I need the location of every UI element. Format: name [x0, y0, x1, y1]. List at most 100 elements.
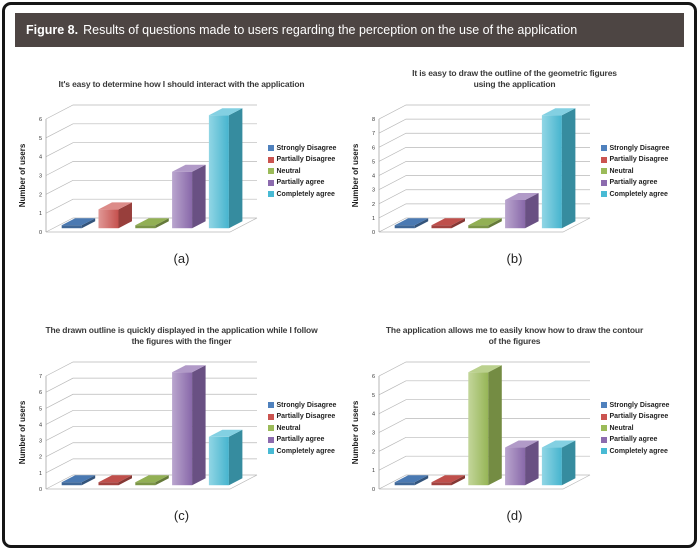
y-tick-label: 0 [38, 487, 41, 493]
bar-partially-agree [504, 192, 539, 229]
chart-a-caption: (a) [173, 251, 190, 266]
legend-label: Completely agree [276, 447, 335, 455]
y-tick-label: 2 [371, 449, 374, 455]
bar-neutral [134, 218, 169, 229]
legend-item-completely-agree: Completely agree [600, 447, 681, 455]
charts-grid: It's easy to determine how I should inte… [5, 47, 694, 523]
chart-c-caption: (c) [173, 508, 190, 523]
legend-label: Completely agree [609, 447, 668, 455]
legend-label: Partially agree [276, 179, 325, 186]
chart-a-legend: Strongly Disagree Partially Disagree Neutr… [267, 145, 348, 198]
legend-item-partially-disagree: Partially Disagree [600, 156, 681, 163]
bar-partially-disagree [97, 202, 132, 229]
legend-item-partially-agree: Partially agree [600, 436, 681, 443]
legend-label: Strongly Disagree [276, 401, 337, 409]
bar-partially-agree [504, 440, 539, 486]
gridlines [378, 104, 590, 233]
legend-swatch-partially-disagree [267, 413, 274, 420]
y-tick-label: 5 [38, 136, 41, 142]
legend-item-partially-disagree: Partially Disagree [267, 156, 348, 163]
legend-swatch-partially-agree [267, 179, 274, 186]
legend-item-neutral: Neutral [267, 425, 348, 432]
floor-edge [378, 474, 590, 490]
figure-number-label: Figure 8. [26, 23, 79, 37]
bar-strongly-disagree [394, 218, 428, 229]
y-tick-label: 1 [371, 216, 374, 222]
y-axis-label: Number of users [18, 143, 27, 207]
chart-a-body: 0 1 2 3 4 5 6 Number of users Strongly Disagree… [16, 92, 348, 250]
y-tick-label: 2 [38, 192, 41, 198]
y-axis-label: Number of users [351, 400, 360, 464]
y-tick-label: 4 [38, 155, 41, 161]
chart-b-legend: Strongly Disagree Partially Disagree Neutr… [600, 145, 681, 198]
legend-swatch-neutral [267, 168, 274, 174]
bar-neutral [134, 475, 169, 486]
chart-panel-a: It's easy to determine how I should inte… [15, 63, 348, 266]
y-tick-label: 7 [371, 131, 374, 137]
figure-header: Figure 8. Results of questions made to u… [15, 13, 684, 47]
chart-b-body: 0 1 2 3 4 5 6 7 8 Number of users Strongly Disagr… [349, 92, 681, 250]
figure-header-text: Results of questions made to users regar… [83, 23, 578, 37]
legend-swatch-neutral [267, 425, 274, 431]
chart-panel-b: It is easy to draw the outline of the ge… [348, 63, 681, 266]
legend-swatch-strongly-disagree [267, 145, 274, 151]
chart-d-legend: Strongly Disagree Partially Disagree Neutr… [600, 401, 681, 455]
legend-swatch-completely-agree [600, 448, 607, 454]
y-tick-label: 4 [38, 422, 41, 428]
legend-label: Completely agree [276, 190, 335, 198]
legend-swatch-neutral [600, 425, 607, 431]
chart-b-caption: (b) [506, 251, 523, 266]
legend-swatch-partially-disagree [267, 156, 274, 163]
y-tick-label: 4 [371, 174, 374, 180]
legend-item-strongly-disagree: Strongly Disagree [600, 145, 681, 152]
y-tick-label: 7 [38, 374, 41, 380]
bar-strongly-disagree [394, 475, 428, 486]
chart-b-plot: 0 1 2 3 4 5 6 7 8 Number of users [351, 104, 590, 236]
y-tick-label: 3 [38, 174, 41, 180]
bar-partially-agree [171, 164, 206, 229]
y-tick-label: 8 [371, 117, 374, 123]
legend-swatch-completely-agree [600, 191, 607, 197]
chart-a-plot: 0 1 2 3 4 5 6 Number of users [18, 104, 257, 236]
y-tick-label: 5 [371, 393, 374, 399]
legend-label: Partially agree [609, 179, 658, 186]
legend-label: Partially Disagree [609, 413, 669, 420]
legend-label: Neutral [609, 424, 634, 432]
bar-completely-agree [541, 108, 575, 229]
bar-partially-disagree [97, 475, 132, 486]
bar-completely-agree [208, 429, 242, 486]
y-tick-label: 6 [371, 374, 374, 380]
chart-c-body: 0 1 2 3 4 5 6 7 Number of users Strongly Disagre… [16, 349, 348, 507]
chart-a-title: It's easy to determine how I should inte… [58, 78, 305, 89]
legend-item-partially-agree: Partially agree [267, 436, 348, 443]
chart-d-body: 0 1 2 3 4 5 6 Number of users Strongly Disagree… [349, 349, 681, 507]
legend-label: Completely agree [609, 190, 668, 198]
legend-label: Strongly Disagree [609, 401, 670, 409]
legend-label: Neutral [609, 167, 634, 175]
legend-item-completely-agree: Completely agree [600, 190, 681, 198]
bar-completely-agree [208, 108, 242, 229]
gridlines [45, 104, 257, 233]
legend-swatch-neutral [600, 168, 607, 174]
legend-swatch-partially-disagree [600, 156, 607, 163]
y-tick-label: 6 [38, 390, 41, 396]
bar-partially-disagree [430, 218, 465, 229]
legend-item-neutral: Neutral [600, 424, 681, 432]
legend-item-strongly-disagree: Strongly Disagree [600, 401, 681, 409]
bar-neutral [467, 218, 502, 229]
y-tick-label: 1 [38, 211, 41, 217]
bar-partially-agree [171, 365, 206, 486]
legend-swatch-partially-agree [267, 436, 274, 443]
chart-panel-c: The drawn outline is quickly displayed i… [15, 320, 348, 523]
legend-item-neutral: Neutral [267, 168, 348, 175]
legend-label: Partially agree [276, 436, 325, 443]
legend-swatch-completely-agree [267, 448, 274, 454]
y-tick-label: 1 [371, 468, 374, 474]
legend-swatch-strongly-disagree [600, 145, 607, 151]
legend-swatch-strongly-disagree [600, 402, 607, 408]
chart-c-title: The drawn outline is quickly displayed i… [45, 324, 318, 346]
legend-item-completely-agree: Completely agree [267, 190, 348, 198]
chart-d-title: The application allows me to easily know… [385, 324, 644, 346]
y-tick-label: 5 [38, 406, 41, 412]
chart-c-legend: Strongly Disagree Partially Disagree Neutr… [267, 401, 348, 455]
